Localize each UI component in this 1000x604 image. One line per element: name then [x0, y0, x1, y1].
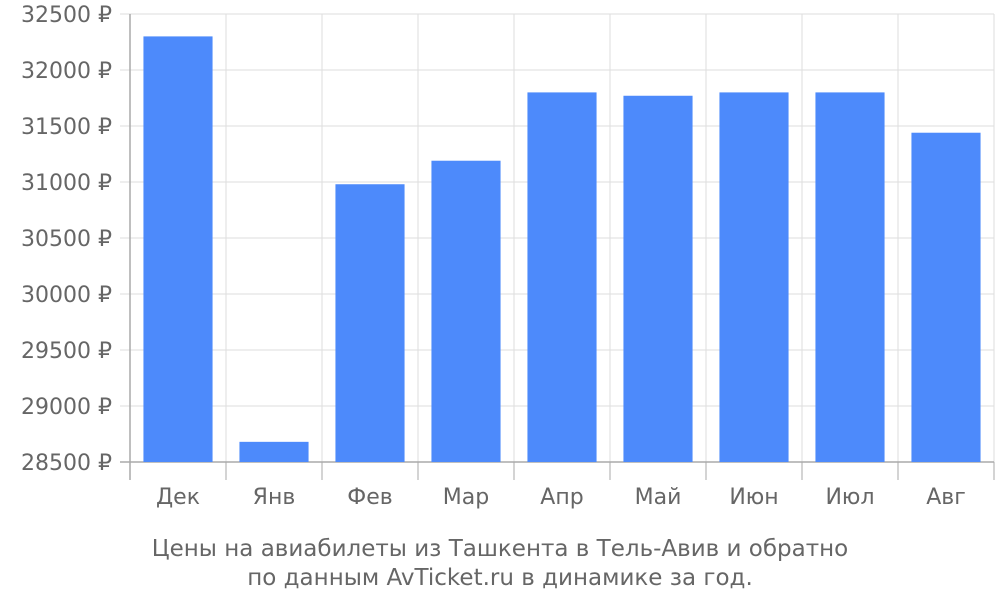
bar-9	[911, 132, 981, 462]
x-tick-label: Апр	[540, 485, 583, 510]
x-tick-label: Янв	[253, 485, 296, 510]
x-tick-label: Июн	[729, 485, 778, 510]
y-tick-label: 29500 ₽	[21, 339, 112, 364]
x-tick-label: Фев	[347, 485, 392, 510]
chart-caption-line-1: Цены на авиабилеты из Ташкента в Тель-Ав…	[151, 536, 849, 562]
bar-1	[143, 36, 213, 463]
x-tick-label: Авг	[926, 485, 966, 510]
bar-2	[239, 441, 309, 462]
bar-4	[431, 160, 501, 462]
y-tick-label: 28500 ₽	[21, 451, 112, 476]
chart-caption-line-2: по данным AvTicket.ru в динамике за год.	[247, 565, 753, 591]
x-tick-label: Май	[635, 485, 682, 510]
x-tick-label: Мар	[443, 485, 489, 510]
y-tick-label: 32000 ₽	[21, 59, 112, 84]
y-tick-label: 30500 ₽	[21, 227, 112, 252]
bar-8	[815, 92, 885, 463]
bar-7	[719, 92, 789, 463]
y-tick-label: 31500 ₽	[21, 115, 112, 140]
x-tick-label: Июл	[825, 485, 874, 510]
y-tick-label: 32500 ₽	[21, 3, 112, 28]
bar-5	[527, 92, 597, 463]
x-tick-label: Дек	[156, 485, 200, 510]
bar-3	[335, 184, 405, 463]
bar-6	[623, 95, 693, 462]
y-tick-label: 29000 ₽	[21, 395, 112, 420]
y-tick-label: 30000 ₽	[21, 283, 112, 308]
y-tick-label: 31000 ₽	[21, 171, 112, 196]
